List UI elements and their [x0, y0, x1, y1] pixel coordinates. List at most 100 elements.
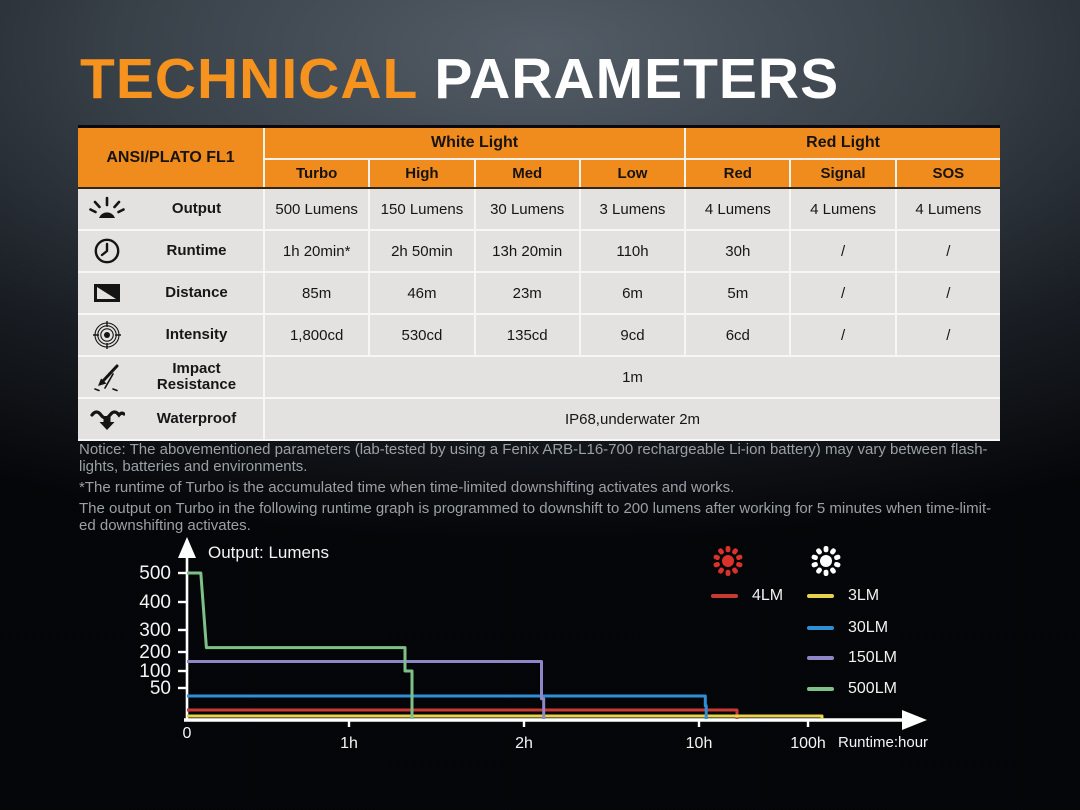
legend-label: 150LM	[848, 649, 897, 666]
distance-icon	[78, 281, 136, 305]
row-label-waterproof: Waterproof	[78, 399, 263, 439]
svg-text:2h: 2h	[515, 735, 533, 752]
turbo-downshift-note: The output on Turbo in the following run…	[79, 500, 992, 534]
notice-text: Notice: The abovementioned parameters (l…	[79, 441, 1019, 538]
svg-text:50: 50	[150, 678, 171, 699]
legend-item-500lm: 500LM	[807, 680, 897, 698]
svg-text:10h: 10h	[686, 735, 713, 752]
header-group-red-light: Red Light	[686, 128, 1000, 158]
svg-text:500: 500	[139, 563, 171, 584]
value-intensity-red: 6cd	[686, 315, 790, 355]
row-label-text: Output	[171, 199, 222, 217]
legend-swatch-500lm	[807, 686, 834, 692]
impact-icon	[78, 362, 136, 392]
table-body: Output 500 Lumens 150 Lumens 30 Lumens 3…	[78, 189, 1000, 441]
runtime-icon	[78, 237, 136, 265]
legend-swatch-4lm	[711, 593, 738, 599]
legend-swatch-3lm	[807, 593, 834, 599]
value-distance-med: 23m	[475, 273, 579, 313]
value-distance-turbo: 85m	[265, 273, 369, 313]
value-runtime-red: 30h	[686, 231, 790, 271]
value-output-sos: 4 Lumens	[896, 189, 1000, 229]
notice-paragraph: Notice: The abovementioned parameters (l…	[79, 441, 988, 475]
value-output-low: 3 Lumens	[580, 189, 685, 229]
output-icon	[78, 196, 136, 222]
value-intensity-med: 135cd	[475, 315, 579, 355]
row-label-text: Runtime	[166, 241, 227, 259]
page-title: TECHNICAL PARAMETERS	[80, 46, 839, 112]
value-output-red: 4 Lumens	[686, 189, 790, 229]
legend-swatch-150lm	[807, 655, 834, 661]
table-header: ANSI/PLATO FL1 White Light Red Light Tur…	[78, 128, 1000, 189]
header-ansi-plato: ANSI/PLATO FL1	[78, 128, 263, 187]
legend-label: 500LM	[848, 680, 897, 697]
legend-label: 30LM	[848, 619, 889, 636]
value-distance-signal: /	[791, 273, 895, 313]
col-header-turbo: Turbo	[265, 160, 369, 187]
legend-item-30lm: 30LM	[807, 619, 888, 637]
value-intensity-signal: /	[791, 315, 895, 355]
row-label-impact-resistance: Impact Resistance	[78, 357, 263, 397]
svg-text:100h: 100h	[790, 735, 826, 752]
value-distance-high: 46m	[370, 273, 474, 313]
header-group-white-light: White Light	[265, 128, 685, 158]
row-label-output: Output	[78, 189, 263, 229]
value-runtime-turbo: 1h 20min*	[265, 231, 369, 271]
value-output-high: 150 Lumens	[370, 189, 474, 229]
col-header-sos: SOS	[896, 160, 1000, 187]
col-header-med: Med	[475, 160, 579, 187]
value-output-med: 30 Lumens	[475, 189, 579, 229]
legend-item-150lm: 150LM	[807, 649, 897, 667]
value-intensity-low: 9cd	[580, 315, 685, 355]
col-header-red: Red	[686, 160, 790, 187]
svg-text:0: 0	[183, 725, 192, 742]
chart-x-axis-title: Runtime:hour	[838, 734, 929, 751]
white-light-icon	[810, 545, 842, 577]
row-label-text: Waterproof	[156, 409, 237, 427]
row-label-text: Distance	[165, 283, 228, 301]
svg-text:300: 300	[139, 620, 171, 641]
legend-label: 4LM	[752, 587, 784, 604]
waterproof-icon	[78, 406, 136, 432]
svg-text:400: 400	[139, 592, 171, 613]
svg-text:1h: 1h	[340, 735, 358, 752]
page-title-white: PARAMETERS	[434, 47, 840, 111]
value-distance-low: 6m	[580, 273, 685, 313]
value-output-turbo: 500 Lumens	[265, 189, 369, 229]
turbo-runtime-note: *The runtime of Turbo is the accumulated…	[79, 479, 735, 496]
chart-y-axis-title: Output: Lumens	[208, 543, 329, 562]
intensity-icon	[78, 320, 136, 350]
value-output-signal: 4 Lumens	[791, 189, 895, 229]
row-label-text: Impact Resistance	[156, 359, 237, 393]
value-runtime-signal: /	[791, 231, 895, 271]
value-runtime-sos: /	[896, 231, 1000, 271]
value-waterproof: IP68,underwater 2m	[265, 399, 1000, 439]
legend-label: 3LM	[848, 587, 880, 604]
value-runtime-med: 13h 20min	[475, 231, 579, 271]
parameters-table: ANSI/PLATO FL1 White Light Red Light Tur…	[78, 125, 1000, 441]
row-label-text: Intensity	[165, 325, 228, 343]
col-header-signal: Signal	[791, 160, 895, 187]
page-title-orange: TECHNICAL	[80, 47, 419, 111]
legend-item-3lm: 3LM	[807, 587, 879, 605]
value-intensity-sos: /	[896, 315, 1000, 355]
legend-item-4lm: 4LM	[711, 587, 783, 605]
legend-swatch-30lm	[807, 625, 834, 631]
value-distance-sos: /	[896, 273, 1000, 313]
row-label-intensity: Intensity	[78, 315, 263, 355]
row-label-runtime: Runtime	[78, 231, 263, 271]
value-intensity-high: 530cd	[370, 315, 474, 355]
value-distance-red: 5m	[686, 273, 790, 313]
value-intensity-turbo: 1,800cd	[265, 315, 369, 355]
value-runtime-high: 2h 50min	[370, 231, 474, 271]
col-header-low: Low	[580, 160, 685, 187]
red-light-icon	[712, 545, 744, 577]
svg-text:100: 100	[139, 661, 171, 682]
col-header-high: High	[370, 160, 474, 187]
value-runtime-low: 110h	[580, 231, 685, 271]
value-impact-resistance: 1m	[265, 357, 1000, 397]
svg-text:200: 200	[139, 642, 171, 663]
row-label-distance: Distance	[78, 273, 263, 313]
